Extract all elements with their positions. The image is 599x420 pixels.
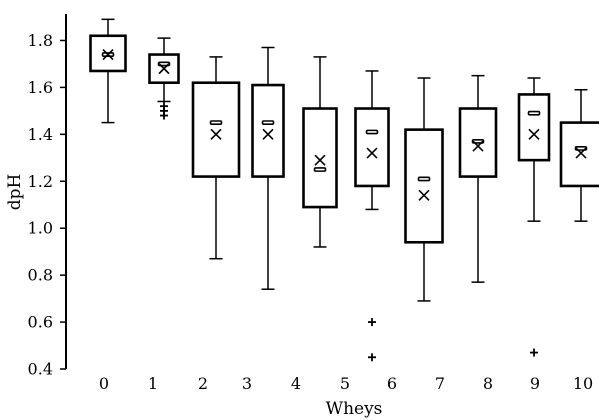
x-tick-label: 10 bbox=[573, 374, 593, 393]
mean-marker-stroke bbox=[528, 128, 540, 140]
y-tick-label: 0.8 bbox=[28, 266, 53, 285]
axes: dpH Wheys bbox=[5, 14, 382, 419]
x-tick-label: 9 bbox=[530, 374, 540, 393]
x-tick-label: 6 bbox=[387, 374, 397, 393]
interquartile-box bbox=[559, 121, 599, 188]
x-tick-label: 8 bbox=[483, 374, 493, 393]
x-tick-label: 3 bbox=[242, 374, 252, 393]
mean-marker bbox=[472, 140, 484, 152]
mean-marker-stroke bbox=[366, 147, 378, 159]
interquartile-box bbox=[517, 93, 551, 162]
interquartile-box bbox=[354, 107, 390, 188]
mean-marker-stroke bbox=[210, 128, 222, 140]
x-tick-label: 2 bbox=[198, 374, 208, 393]
y-tick-labels: 0.4 0.6 0.8 1.0 1.2 1.4 1.6 1.8 bbox=[28, 31, 66, 379]
y-tick-label: 0.6 bbox=[28, 313, 53, 332]
y-tick-label: 1.8 bbox=[28, 31, 53, 50]
outlier-point bbox=[160, 102, 168, 111]
box-8 bbox=[517, 77, 551, 357]
x-tick-label: 4 bbox=[291, 374, 301, 393]
mean-marker bbox=[262, 128, 274, 140]
boxes bbox=[89, 18, 599, 362]
median-mark bbox=[527, 110, 541, 116]
mean-marker-stroke bbox=[158, 63, 170, 75]
outlier-point bbox=[368, 353, 376, 362]
median-mark bbox=[574, 146, 588, 151]
x-tick-label: 1 bbox=[148, 374, 158, 393]
interquartile-box bbox=[302, 107, 338, 209]
mean-marker-stroke bbox=[575, 147, 587, 159]
y-tick-label: 1.2 bbox=[28, 172, 53, 191]
outlier-point bbox=[368, 318, 376, 327]
median-mark bbox=[157, 61, 171, 67]
y-tick-label: 0.4 bbox=[28, 360, 53, 379]
y-tick-label: 1.6 bbox=[28, 78, 53, 97]
median-mark bbox=[313, 167, 327, 172]
x-tick-label: 0 bbox=[99, 374, 109, 393]
y-tick-label: 1.4 bbox=[28, 125, 53, 144]
median-mark bbox=[417, 176, 431, 182]
box-4 bbox=[302, 56, 338, 248]
box-7 bbox=[458, 74, 498, 283]
x-tick-label: 5 bbox=[340, 374, 350, 393]
mean-marker-stroke bbox=[314, 154, 326, 166]
mean-marker bbox=[418, 189, 430, 201]
mean-marker-stroke bbox=[102, 48, 114, 61]
box-2 bbox=[191, 56, 241, 260]
mean-marker bbox=[210, 128, 222, 140]
y-axis-title: dpH bbox=[5, 174, 25, 211]
median-mark bbox=[261, 120, 275, 125]
mean-marker-stroke bbox=[418, 189, 430, 201]
y-tick-label: 1.0 bbox=[28, 219, 53, 238]
box-5 bbox=[354, 70, 390, 362]
x-tick-labels: 0 1 2 3 4 5 6 7 8 9 10 bbox=[99, 374, 593, 393]
mean-marker bbox=[314, 154, 326, 166]
outlier-point bbox=[530, 348, 538, 357]
x-axis-title: Wheys bbox=[326, 399, 383, 419]
mean-marker-stroke bbox=[472, 140, 484, 152]
median-mark bbox=[209, 120, 223, 125]
mean-marker bbox=[366, 147, 378, 159]
mean-marker bbox=[158, 63, 170, 75]
mean-marker-stroke bbox=[262, 128, 274, 140]
box-1 bbox=[148, 37, 180, 120]
interquartile-box bbox=[148, 53, 180, 85]
box-6 bbox=[404, 77, 444, 302]
median-mark bbox=[471, 138, 485, 144]
mean-marker bbox=[528, 128, 540, 140]
mean-marker bbox=[575, 147, 587, 159]
mean-marker bbox=[102, 48, 114, 61]
interquartile-box bbox=[404, 128, 444, 244]
interquartile-box bbox=[191, 81, 241, 178]
interquartile-box bbox=[251, 83, 285, 178]
box-9 bbox=[559, 88, 599, 222]
box-3 bbox=[251, 46, 285, 290]
median-mark bbox=[365, 129, 379, 135]
x-tick-label: 7 bbox=[435, 374, 445, 393]
box-0 bbox=[89, 18, 127, 124]
